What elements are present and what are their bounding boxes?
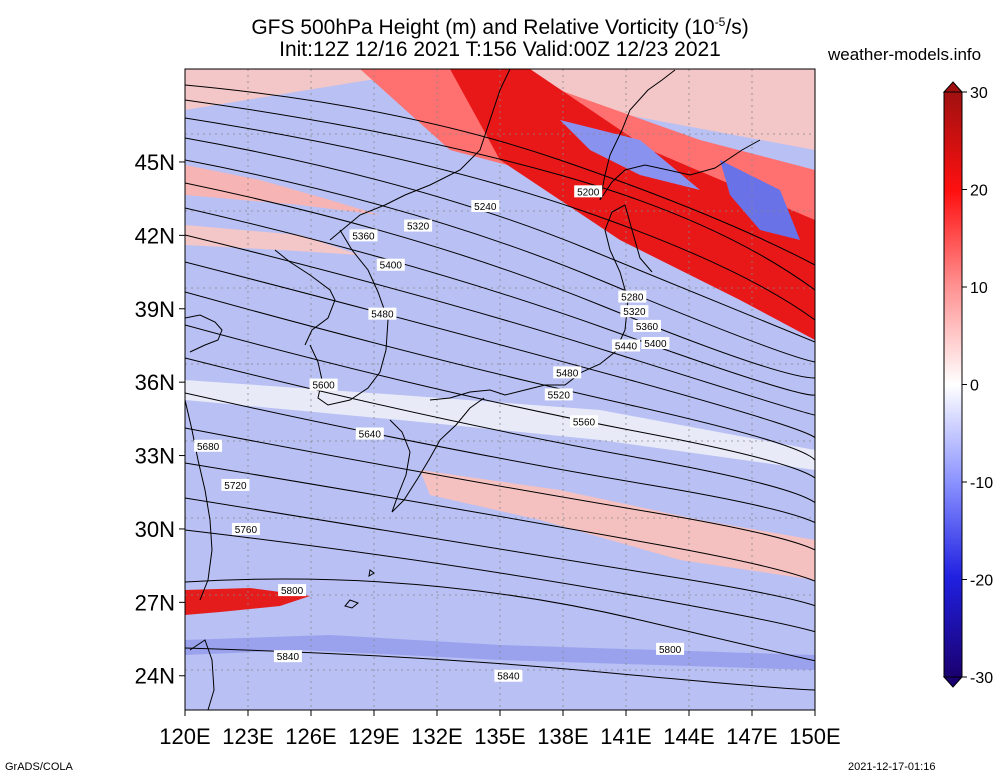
contour-label-bg	[278, 584, 307, 597]
colorbar-label: 30	[970, 85, 988, 102]
contour-label: 5800	[281, 586, 304, 597]
contour-label: 5200	[577, 187, 600, 198]
contour-label-bg	[544, 388, 573, 401]
colorbar-label: 0	[970, 378, 979, 395]
credit-text: weather-models.info	[828, 45, 982, 64]
contour-label-bg	[612, 339, 640, 352]
lat-tick-label: 27N	[135, 590, 175, 615]
height-contours	[185, 84, 815, 691]
lat-tick-label: 30N	[135, 517, 175, 542]
colorbar-labels: 30 20 10 0 -10 -20 -30	[962, 85, 993, 687]
coastlines	[185, 69, 761, 710]
colorbar-label: 10	[970, 280, 988, 297]
contour-label: 5320	[407, 222, 430, 233]
contour-label-bg	[471, 200, 500, 213]
contour-label-bg	[368, 307, 397, 320]
lat-tick-label: 33N	[135, 444, 175, 469]
colorbar-label: -10	[970, 475, 993, 492]
contour-label: 5800	[659, 645, 682, 656]
footer-right: 2021-12-17-01:16	[848, 761, 936, 773]
contour-label: 5840	[497, 672, 520, 683]
contour-label-bg	[309, 378, 338, 391]
lon-tick-label: 120E	[159, 724, 210, 749]
contour-label: 5280	[621, 293, 644, 304]
colorbar-bottom-arrow	[942, 676, 964, 688]
colorbar-ramp	[943, 91, 963, 678]
contour-label-bg	[221, 478, 250, 491]
lat-tick-label: 24N	[135, 664, 175, 689]
contour-label: 5480	[371, 310, 394, 321]
contour-label: 5840	[277, 652, 300, 663]
colorbar-label: -30	[970, 670, 993, 687]
contour-label-bg	[355, 427, 384, 440]
contour-label: 5400	[644, 339, 667, 350]
lon-tick-label: 123E	[222, 724, 273, 749]
lon-tick-label: 129E	[348, 724, 399, 749]
contour-label-bg	[553, 366, 582, 379]
contour-label: 5720	[224, 481, 247, 492]
lon-tick-label: 135E	[474, 724, 525, 749]
contour-label-bg	[376, 258, 405, 271]
latitude-axis: 45N 42N 39N 36N 33N 30N 27N 24N	[135, 150, 185, 689]
map-subtitle: Init:12Z 12/16 2021 T:156 Valid:00Z 12/2…	[279, 38, 721, 61]
contour-label-bg	[231, 522, 260, 535]
contour-label: 5400	[380, 261, 403, 272]
contour-label-bg	[618, 290, 647, 303]
lat-tick-label: 36N	[135, 370, 175, 395]
contour-label: 5320	[623, 307, 646, 318]
lon-tick-label: 138E	[537, 724, 588, 749]
contour-label: 5520	[548, 390, 571, 401]
contour-label-bg	[494, 669, 523, 682]
contour-label-bg	[633, 319, 661, 332]
colorbar-top-arrow	[942, 81, 964, 93]
lat-tick-label: 42N	[135, 223, 175, 248]
contour-label-bg	[641, 337, 670, 350]
contour-label: 5600	[312, 381, 335, 392]
contour-label-bg	[273, 650, 302, 663]
lon-tick-label: 144E	[663, 724, 714, 749]
longitude-axis: 120E 123E 126E 129E 132E 135E 138E 141E 144E 147E…	[159, 710, 841, 749]
contour-label-bg	[656, 642, 685, 655]
contour-label: 5360	[636, 322, 659, 333]
lat-tick-label: 45N	[135, 150, 175, 175]
lon-tick-label: 147E	[726, 724, 777, 749]
map-title: GFS 500hPa Height (m) and Relative Vorti…	[251, 15, 749, 39]
contour-label: 5360	[352, 231, 375, 242]
contour-label-bg	[194, 439, 223, 452]
lon-tick-label: 141E	[600, 724, 651, 749]
contour-label: 5760	[235, 525, 258, 536]
contour-labels: 5200 5240 5320 5360 5400 5480 5600 5640 5680 5720…	[194, 185, 685, 683]
contour-label: 5560	[573, 417, 596, 428]
contour-label-bg	[404, 219, 433, 232]
colorbar: 30 20 10 0 -10 -20 -30	[942, 81, 993, 688]
map-gridlines	[185, 69, 815, 710]
footer-left: GrADS/COLA	[5, 761, 73, 773]
lon-tick-label: 132E	[411, 724, 462, 749]
colorbar-label: -20	[970, 573, 993, 590]
contour-label: 5480	[556, 368, 579, 379]
contour-label-bg	[570, 415, 598, 428]
contour-label: 5240	[474, 202, 497, 213]
contour-label-bg	[620, 305, 649, 318]
contour-label-bg	[574, 185, 603, 198]
contour-label: 5680	[197, 442, 220, 453]
lon-tick-label: 126E	[285, 724, 336, 749]
contour-label: 5640	[359, 430, 382, 441]
lon-tick-label: 150E	[789, 724, 840, 749]
lat-tick-label: 39N	[135, 297, 175, 322]
contour-label-bg	[349, 229, 378, 242]
colorbar-label: 20	[970, 183, 988, 200]
contour-label: 5440	[615, 341, 638, 352]
